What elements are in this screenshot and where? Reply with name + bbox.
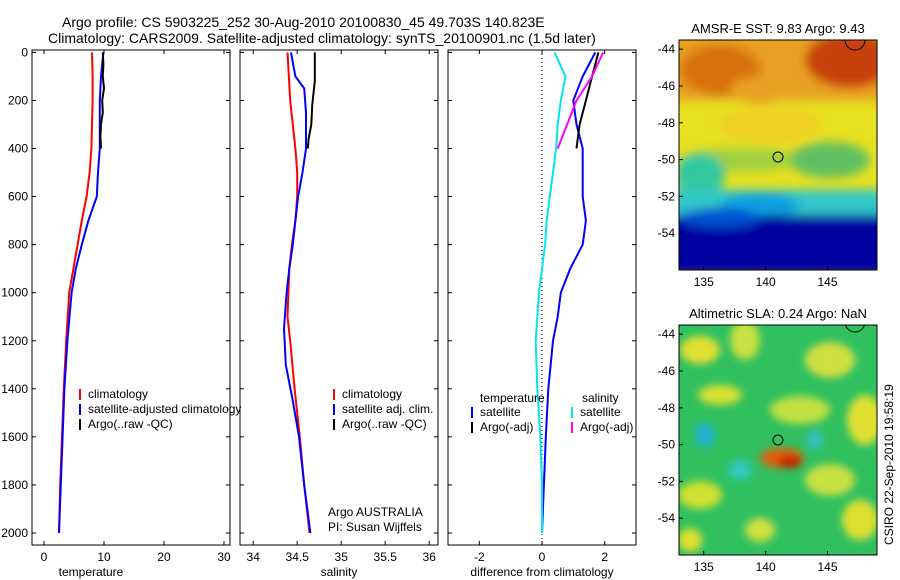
sla_map-ytick-label: -50 (658, 438, 676, 452)
sla_map-ytick-label: -54 (658, 511, 676, 525)
depth-tick-label: 1000 (1, 286, 28, 300)
salinity-xlabel: salinity (321, 565, 358, 579)
agency-annotation: Argo AUSTRALIA (328, 505, 423, 519)
sst-corner-marker (844, 40, 866, 51)
salinity-xtick-label: 35.5 (374, 550, 398, 564)
legend-salinity-title: salinity (582, 391, 619, 405)
salinity-xtick-label: 35 (335, 550, 349, 564)
difference-xlabel: difference from climatology (470, 565, 613, 579)
difference-xtick-label: 0 (539, 550, 546, 564)
sst_map-xtick-label: 140 (756, 275, 776, 289)
depth-tick-label: 1200 (1, 334, 28, 348)
temperature-legend-entry: satellite-adjusted climatology (88, 402, 241, 416)
difference-series-line (556, 51, 605, 149)
sst_map-ytick-label: -46 (658, 79, 676, 93)
sla_map-ytick-label: -48 (658, 401, 676, 415)
sst_map-xtick-label: 135 (694, 275, 714, 289)
sst_map-ytick-label: -48 (658, 116, 676, 130)
salinity-series-line (306, 52, 316, 149)
sst_map-ytick-label: -54 (658, 226, 676, 240)
temperature-xtick-label: 30 (217, 550, 231, 564)
sst_map-ytick-label: -52 (658, 189, 676, 203)
sla_map-xtick-label: 145 (817, 560, 837, 574)
sla_map-ytick-label: -46 (658, 364, 676, 378)
depth-tick-label: 2000 (1, 526, 28, 540)
salinity-xtick-label: 34 (247, 550, 261, 564)
title-line-2: Climatology: CARS2009. Satellite-adjuste… (48, 30, 596, 46)
temperature-panel: 0 10 20 30 0 200 400 600 800 1000 1200 1400 1600 1800… (1, 45, 241, 579)
difference-xtick-label: -2 (474, 550, 485, 564)
temperature-legend-entry: Argo(..raw -QC) (88, 417, 173, 431)
salinity-axes-box (239, 49, 439, 546)
sst_map-xtick-label: 145 (817, 275, 837, 289)
salinity-legend-entry: satellite adj. clim. (342, 402, 433, 416)
depth-tick-label: 400 (8, 142, 28, 156)
salinity-legend-entry: climatology (342, 387, 402, 401)
temperature-series-line (58, 52, 94, 534)
sst_map-ytick-label: -50 (658, 153, 676, 167)
temperature-legend-entry: climatology (88, 387, 148, 401)
salinity-panel: 34 34.5 35 35.5 36 salinity climatologysatelli… (239, 49, 439, 579)
side-timestamp-label: CSIRO 22-Sep-2010 19:58:19 (882, 384, 896, 545)
sla_map-xtick-label: 135 (694, 560, 714, 574)
temperature-xtick-label: 20 (157, 550, 171, 564)
sla-map-title: Altimetric SLA: 0.24 Argo: NaN (689, 306, 867, 321)
depth-tick-label: 200 (8, 93, 28, 107)
sla-corner-marker (844, 325, 866, 333)
sla-heatmap (679, 325, 877, 555)
difference-xtick-label: 2 (601, 550, 608, 564)
salinity-xtick-label: 36 (423, 550, 437, 564)
sst_map-ytick-label: -44 (658, 42, 676, 56)
temperature-series-line (99, 52, 106, 149)
sla_map-ytick-label: -52 (658, 474, 676, 488)
sst-map-panel: AMSR-E SST: 9.83 Argo: 9.43 135 140 145- (658, 21, 878, 289)
depth-tick-label: 0 (21, 45, 28, 59)
difference-series-line (575, 52, 600, 149)
temperature-xtick-label: 10 (97, 550, 111, 564)
temperature-xtick-label: 0 (41, 550, 48, 564)
depth-tick-label: 1600 (1, 430, 28, 444)
salinity-series-line (282, 52, 312, 534)
legend-temperature-title: temperature (480, 391, 545, 405)
difference-legend-entry: Argo(-adj) (480, 420, 533, 434)
difference-series-line (534, 51, 567, 533)
temperature-series-line (58, 52, 105, 534)
salinity-legend-entry: Argo(..raw -QC) (342, 417, 427, 431)
sla_map-xtick-label: 140 (756, 560, 776, 574)
difference-legend-entry: satellite (580, 405, 621, 419)
depth-tick-label: 1800 (1, 478, 28, 492)
sla-map-panel: Altimetric SLA: 0.24 Argo: NaN (658, 306, 878, 574)
sst-heatmap (679, 40, 877, 270)
sst-map-title: AMSR-E SST: 9.83 Argo: 9.43 (691, 21, 864, 36)
sla-argo-marker (772, 434, 784, 446)
depth-tick-label: 600 (8, 190, 28, 204)
temperature-axes-box (31, 49, 231, 546)
pi-annotation: PI: Susan Wijffels (328, 520, 422, 534)
sla_map-ytick-label: -44 (658, 327, 676, 341)
difference-series-line (541, 51, 597, 534)
temperature-xlabel: temperature (59, 565, 124, 579)
difference-legend-entry: satellite (480, 405, 521, 419)
depth-tick-label: 800 (8, 238, 28, 252)
difference-legend-entry: Argo(-adj) (580, 420, 633, 434)
depth-tick-label: 1400 (1, 382, 28, 396)
salinity-xtick-label: 34.5 (286, 550, 310, 564)
title-line-1: Argo profile: CS 5903225_252 30-Aug-2010… (62, 14, 545, 30)
sst-argo-marker (772, 151, 784, 163)
